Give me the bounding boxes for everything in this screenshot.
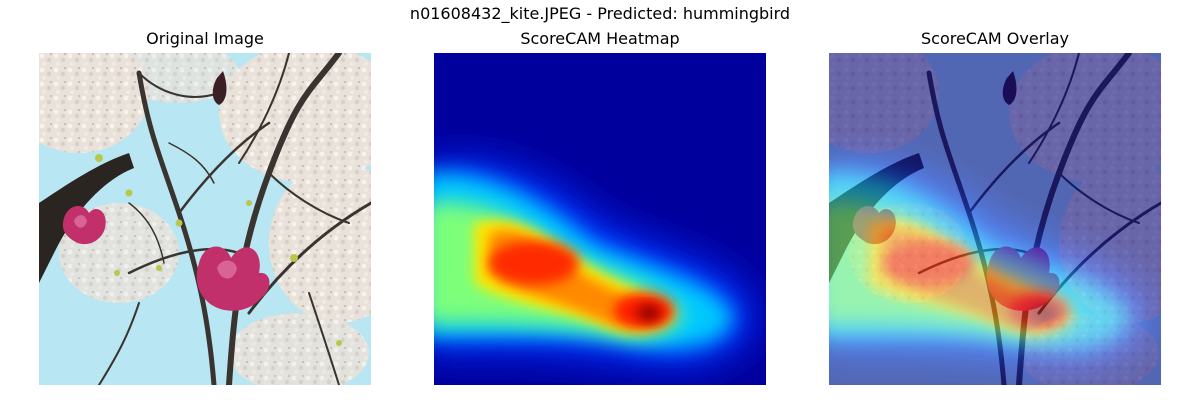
scorecam-overlay-title: ScoreCAM Overlay bbox=[920, 29, 1070, 48]
scorecam-overlay bbox=[829, 53, 1161, 385]
scorecam-heatmap-title: ScoreCAM Heatmap bbox=[520, 29, 680, 48]
original-image-title: Original Image bbox=[146, 29, 264, 48]
figure-suptitle: n01608432_kite.JPEG - Predicted: humming… bbox=[409, 4, 791, 23]
original-image bbox=[39, 53, 371, 385]
scorecam-heatmap bbox=[434, 53, 766, 385]
